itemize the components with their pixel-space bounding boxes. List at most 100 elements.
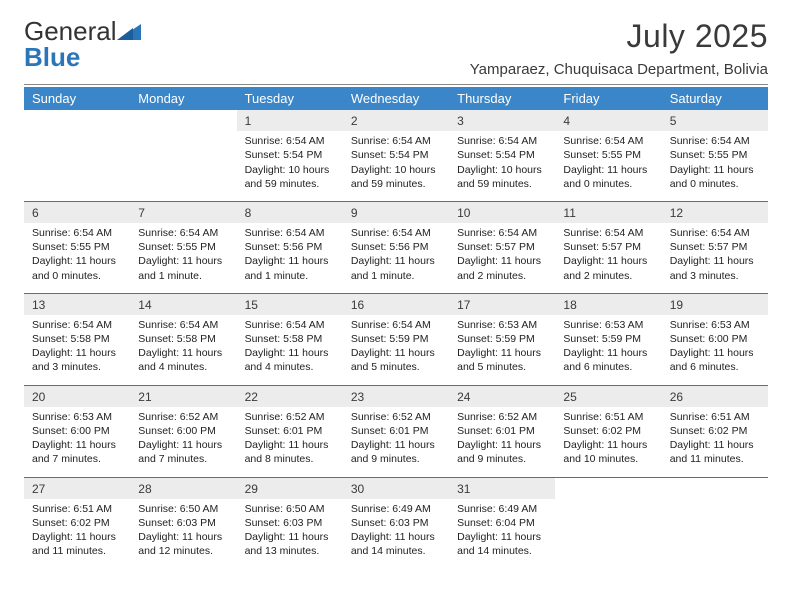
day-number-cell: 14 <box>130 293 236 315</box>
day-number-cell: 11 <box>555 201 661 223</box>
day-number-cell: 1 <box>237 110 343 131</box>
sunset-text: Sunset: 6:01 PM <box>245 424 335 438</box>
day-number-cell: 21 <box>130 385 236 407</box>
day-number-cell: 13 <box>24 293 130 315</box>
day-number-cell: 25 <box>555 385 661 407</box>
sunset-text: Sunset: 5:55 PM <box>670 148 760 162</box>
daylight-text: Daylight: 10 hours and 59 minutes. <box>351 163 441 191</box>
day-number-cell: 16 <box>343 293 449 315</box>
day-info-cell: Sunrise: 6:53 AMSunset: 5:59 PMDaylight:… <box>555 315 661 385</box>
sunrise-text: Sunrise: 6:53 AM <box>563 318 653 332</box>
day-info-cell: Sunrise: 6:54 AMSunset: 5:59 PMDaylight:… <box>343 315 449 385</box>
daylight-text: Daylight: 11 hours and 13 minutes. <box>245 530 335 558</box>
daylight-text: Daylight: 11 hours and 3 minutes. <box>670 254 760 282</box>
sunset-text: Sunset: 5:55 PM <box>563 148 653 162</box>
location-subtitle: Yamparaez, Chuquisaca Department, Bolivi… <box>470 61 768 78</box>
day-info-cell: Sunrise: 6:54 AMSunset: 5:54 PMDaylight:… <box>237 131 343 201</box>
day-info-row: Sunrise: 6:54 AMSunset: 5:55 PMDaylight:… <box>24 223 768 293</box>
day-number-cell: 8 <box>237 201 343 223</box>
day-info-cell: Sunrise: 6:49 AMSunset: 6:04 PMDaylight:… <box>449 499 555 569</box>
day-info-cell: Sunrise: 6:51 AMSunset: 6:02 PMDaylight:… <box>555 407 661 477</box>
daylight-text: Daylight: 11 hours and 2 minutes. <box>563 254 653 282</box>
sunrise-text: Sunrise: 6:53 AM <box>457 318 547 332</box>
sunrise-text: Sunrise: 6:54 AM <box>245 226 335 240</box>
sunrise-text: Sunrise: 6:54 AM <box>563 226 653 240</box>
day-number-cell: 31 <box>449 477 555 499</box>
day-info-cell: Sunrise: 6:54 AMSunset: 5:57 PMDaylight:… <box>662 223 768 293</box>
sunset-text: Sunset: 5:54 PM <box>351 148 441 162</box>
brand-word2: Blue <box>24 42 80 72</box>
day-number-cell <box>130 110 236 131</box>
daylight-text: Daylight: 10 hours and 59 minutes. <box>457 163 547 191</box>
sunrise-text: Sunrise: 6:51 AM <box>670 410 760 424</box>
day-info-cell: Sunrise: 6:54 AMSunset: 5:58 PMDaylight:… <box>24 315 130 385</box>
day-info-cell <box>662 499 768 569</box>
sunset-text: Sunset: 6:02 PM <box>32 516 122 530</box>
day-number-cell <box>24 110 130 131</box>
sunrise-text: Sunrise: 6:54 AM <box>245 318 335 332</box>
sunset-text: Sunset: 6:00 PM <box>670 332 760 346</box>
weekday-header-row: Sunday Monday Tuesday Wednesday Thursday… <box>24 87 768 110</box>
sunrise-text: Sunrise: 6:54 AM <box>138 226 228 240</box>
daylight-text: Daylight: 11 hours and 1 minute. <box>351 254 441 282</box>
day-info-cell: Sunrise: 6:51 AMSunset: 6:02 PMDaylight:… <box>662 407 768 477</box>
day-info-cell <box>130 131 236 201</box>
day-number-cell: 18 <box>555 293 661 315</box>
day-info-cell: Sunrise: 6:52 AMSunset: 6:01 PMDaylight:… <box>449 407 555 477</box>
day-info-cell: Sunrise: 6:54 AMSunset: 5:58 PMDaylight:… <box>237 315 343 385</box>
sunrise-text: Sunrise: 6:52 AM <box>351 410 441 424</box>
daylight-text: Daylight: 11 hours and 11 minutes. <box>670 438 760 466</box>
day-info-cell: Sunrise: 6:52 AMSunset: 6:01 PMDaylight:… <box>237 407 343 477</box>
calendar-body: 12345Sunrise: 6:54 AMSunset: 5:54 PMDayl… <box>24 110 768 568</box>
daylight-text: Daylight: 11 hours and 14 minutes. <box>351 530 441 558</box>
sunset-text: Sunset: 5:58 PM <box>245 332 335 346</box>
weekday-header: Wednesday <box>343 87 449 110</box>
day-number-cell: 6 <box>24 201 130 223</box>
calendar-table: Sunday Monday Tuesday Wednesday Thursday… <box>24 87 768 568</box>
sunset-text: Sunset: 6:03 PM <box>138 516 228 530</box>
day-number-cell: 26 <box>662 385 768 407</box>
sunrise-text: Sunrise: 6:52 AM <box>138 410 228 424</box>
daylight-text: Daylight: 11 hours and 4 minutes. <box>138 346 228 374</box>
day-number-cell: 2 <box>343 110 449 131</box>
brand-mark-icon <box>117 18 141 44</box>
day-number-cell: 12 <box>662 201 768 223</box>
day-info-cell: Sunrise: 6:51 AMSunset: 6:02 PMDaylight:… <box>24 499 130 569</box>
sunrise-text: Sunrise: 6:53 AM <box>32 410 122 424</box>
daylight-text: Daylight: 11 hours and 7 minutes. <box>138 438 228 466</box>
daylight-text: Daylight: 11 hours and 10 minutes. <box>563 438 653 466</box>
day-number-cell: 10 <box>449 201 555 223</box>
daylight-text: Daylight: 11 hours and 1 minute. <box>245 254 335 282</box>
day-number-cell <box>662 477 768 499</box>
weekday-header: Friday <box>555 87 661 110</box>
daylight-text: Daylight: 11 hours and 0 minutes. <box>670 163 760 191</box>
day-number-cell: 5 <box>662 110 768 131</box>
sunset-text: Sunset: 5:58 PM <box>138 332 228 346</box>
title-block: July 2025 Yamparaez, Chuquisaca Departme… <box>470 18 768 78</box>
sunset-text: Sunset: 5:55 PM <box>138 240 228 254</box>
day-info-cell: Sunrise: 6:54 AMSunset: 5:56 PMDaylight:… <box>237 223 343 293</box>
sunrise-text: Sunrise: 6:54 AM <box>670 134 760 148</box>
sunset-text: Sunset: 5:59 PM <box>563 332 653 346</box>
day-number-cell: 30 <box>343 477 449 499</box>
day-number-cell: 28 <box>130 477 236 499</box>
top-bar: General Blue July 2025 Yamparaez, Chuqui… <box>24 18 768 78</box>
day-info-cell: Sunrise: 6:54 AMSunset: 5:54 PMDaylight:… <box>449 131 555 201</box>
day-info-cell: Sunrise: 6:54 AMSunset: 5:54 PMDaylight:… <box>343 131 449 201</box>
sunset-text: Sunset: 5:57 PM <box>670 240 760 254</box>
sunset-text: Sunset: 6:03 PM <box>351 516 441 530</box>
day-info-cell: Sunrise: 6:52 AMSunset: 6:00 PMDaylight:… <box>130 407 236 477</box>
sunset-text: Sunset: 6:03 PM <box>245 516 335 530</box>
day-number-cell: 27 <box>24 477 130 499</box>
weekday-header: Monday <box>130 87 236 110</box>
sunset-text: Sunset: 6:00 PM <box>138 424 228 438</box>
day-info-row: Sunrise: 6:54 AMSunset: 5:54 PMDaylight:… <box>24 131 768 201</box>
day-number-cell: 3 <box>449 110 555 131</box>
day-info-cell: Sunrise: 6:54 AMSunset: 5:55 PMDaylight:… <box>130 223 236 293</box>
sunset-text: Sunset: 5:56 PM <box>245 240 335 254</box>
day-number-cell: 24 <box>449 385 555 407</box>
weekday-header: Sunday <box>24 87 130 110</box>
sunset-text: Sunset: 5:59 PM <box>351 332 441 346</box>
daylight-text: Daylight: 11 hours and 5 minutes. <box>457 346 547 374</box>
day-info-cell: Sunrise: 6:54 AMSunset: 5:55 PMDaylight:… <box>662 131 768 201</box>
